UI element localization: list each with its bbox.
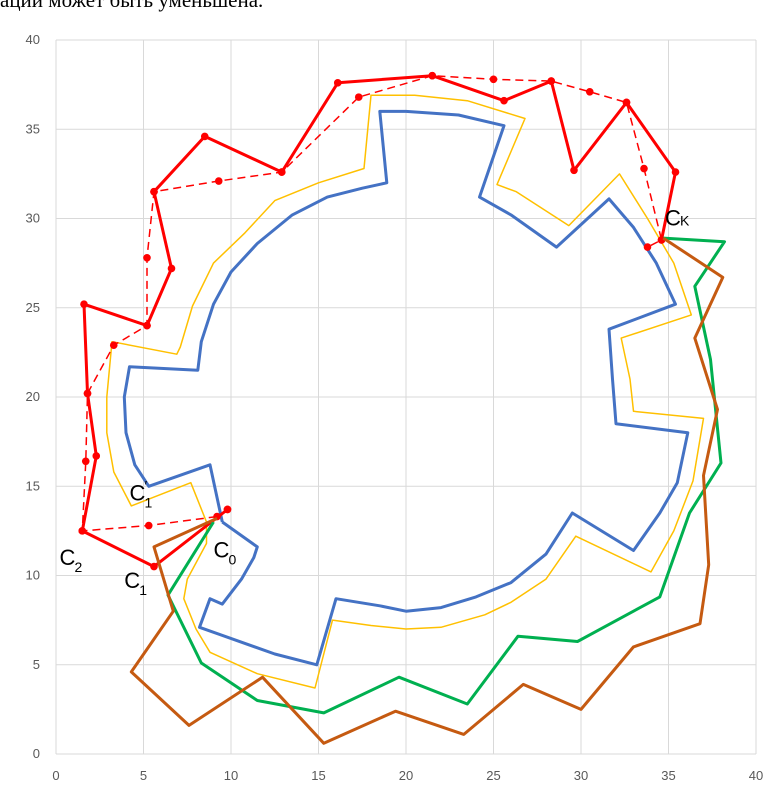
red-marker xyxy=(143,321,151,330)
x-tick-label: 10 xyxy=(224,768,238,783)
red-marker xyxy=(585,87,594,96)
red-marker xyxy=(671,168,680,176)
red-marker xyxy=(428,71,437,80)
red-marker xyxy=(144,521,153,530)
series-layer xyxy=(78,71,726,745)
red-marker xyxy=(500,96,508,105)
green-solid-series-4 xyxy=(166,236,726,715)
x-tick-label: 20 xyxy=(399,768,413,783)
y-tick-label: 10 xyxy=(26,568,40,583)
red-marker xyxy=(143,253,151,262)
point-label-subscript: 0 xyxy=(229,552,237,568)
x-tick-label: 30 xyxy=(574,768,588,783)
point-label-c0: C xyxy=(214,538,230,563)
red-marker xyxy=(78,527,87,535)
red-marker xyxy=(92,452,101,460)
red-marker xyxy=(333,79,342,87)
y-tick-label: 15 xyxy=(26,478,40,493)
red-marker xyxy=(150,562,158,571)
y-tick-label: 30 xyxy=(26,211,40,226)
grid-lines xyxy=(55,39,757,755)
x-tick-label: 5 xyxy=(140,768,147,783)
red-marker xyxy=(109,341,118,350)
red-marker xyxy=(200,132,209,141)
red-marker xyxy=(277,168,286,176)
red-marker xyxy=(570,166,578,175)
x-tick-label: 35 xyxy=(661,768,675,783)
y-tick-label: 35 xyxy=(26,121,40,136)
y-tick-label: 25 xyxy=(26,300,40,315)
red-dashed-series-3 xyxy=(81,74,663,532)
x-tick-label: 15 xyxy=(311,768,325,783)
point-label-c2: C xyxy=(60,545,76,570)
blue-solid-series-0 xyxy=(122,109,690,667)
yellow-solid-series-1 xyxy=(106,94,705,689)
point-label-ck: C xyxy=(665,206,681,231)
red-marker xyxy=(83,389,92,398)
y-tick-label: 40 xyxy=(26,32,40,47)
point-labels: C KC 1′C 0C 2C 1 xyxy=(60,206,691,598)
x-tick-label: 25 xyxy=(486,768,500,783)
red-marker xyxy=(622,98,631,107)
red-solid-series-2 xyxy=(80,74,677,569)
point-label-subscript: 1 xyxy=(139,582,147,598)
y-tick-label: 0 xyxy=(33,746,40,761)
point-label-c1: C xyxy=(130,481,146,506)
y-tick-label: 20 xyxy=(26,389,40,404)
red-marker xyxy=(354,93,363,101)
red-marker xyxy=(223,505,232,514)
page-caption: ации может быть уменьшена. xyxy=(0,0,264,12)
red-marker xyxy=(640,164,648,173)
point-label-subscript: K xyxy=(680,213,690,229)
red-marker xyxy=(547,77,556,85)
x-tick-label: 0 xyxy=(52,768,59,783)
red-marker xyxy=(167,264,176,273)
point-label-c1: C xyxy=(124,568,140,593)
red-marker xyxy=(489,75,498,84)
y-tick-label: 5 xyxy=(33,657,40,672)
red-marker xyxy=(81,457,90,466)
point-label-subscript: 1 xyxy=(145,495,153,511)
red-marker xyxy=(80,300,88,308)
red-marker xyxy=(214,177,223,185)
red-marker xyxy=(643,243,652,251)
point-label-subscript: 2 xyxy=(75,559,83,575)
x-tick-label: 40 xyxy=(749,768,763,783)
point-label-prime: ′ xyxy=(145,478,148,494)
red-marker xyxy=(150,187,158,196)
brown-solid-series-5 xyxy=(129,236,725,745)
